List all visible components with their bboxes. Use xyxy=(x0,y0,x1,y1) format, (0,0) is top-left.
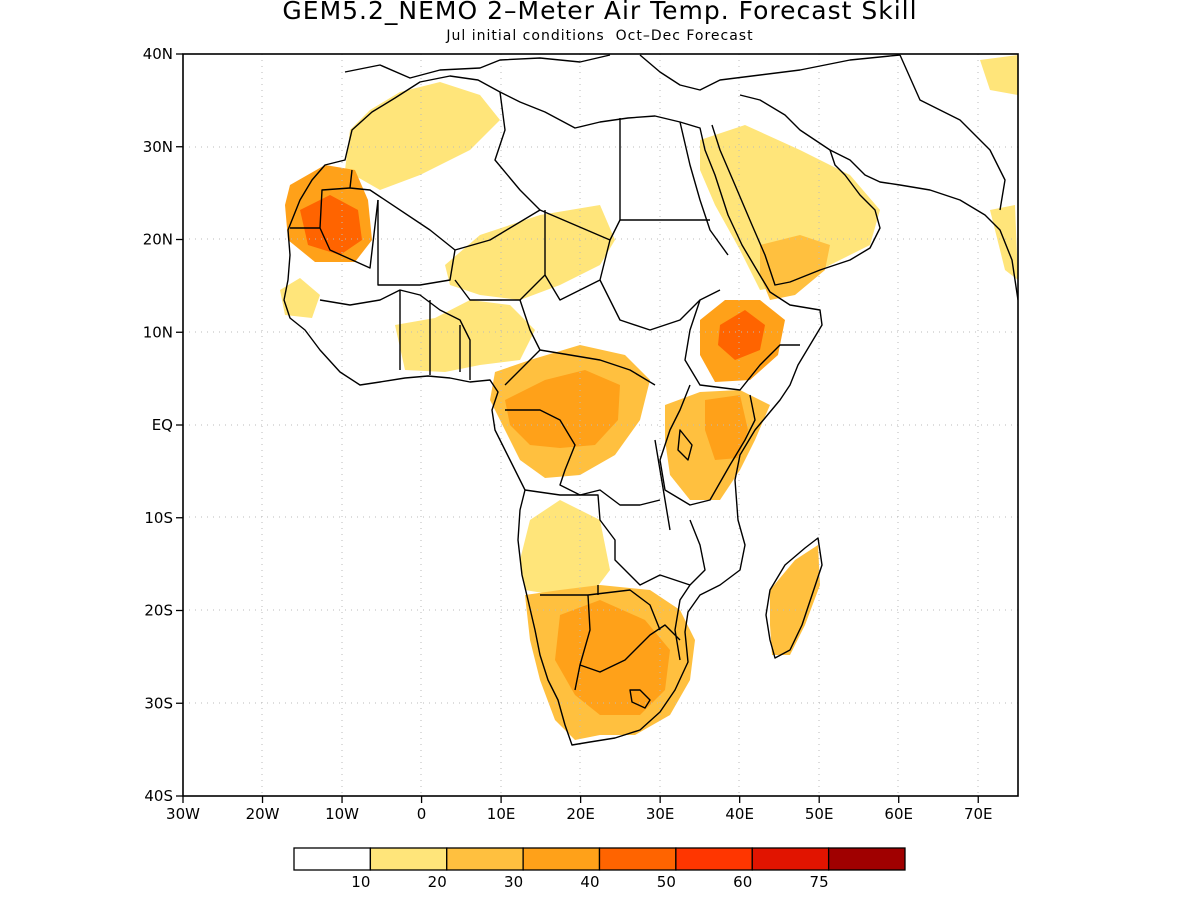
border-west-africa xyxy=(319,289,471,380)
shade-yemen xyxy=(760,235,830,300)
lon-tick-label: 10W xyxy=(325,805,359,823)
shade-ethiopia-core xyxy=(718,310,765,360)
border-nigeria-cameroon xyxy=(504,299,656,386)
border-south-africa xyxy=(579,624,681,709)
colorbar-swatch xyxy=(369,847,448,871)
border-drc xyxy=(505,409,661,506)
border-namibia-botswana xyxy=(540,589,661,691)
colorbar-swatch xyxy=(446,847,524,871)
shade-southern-core xyxy=(555,600,670,715)
lat-tick-label: 30S xyxy=(144,694,173,712)
colorbar-swatch xyxy=(827,847,906,871)
border-ethiopia-somalia xyxy=(684,299,800,391)
colorbar: 10 20 30 40 50 60 75 xyxy=(293,847,906,891)
lat-tick-label: 40N xyxy=(143,45,173,63)
shade-india xyxy=(990,205,1018,280)
africa-coastline xyxy=(283,75,823,746)
map-subtitle: Jul initial conditions Oct–Dec Forecast xyxy=(446,28,754,44)
lon-tick-label: 50E xyxy=(805,805,834,823)
shade-central-core xyxy=(505,370,620,448)
arabia-coastline xyxy=(711,94,881,286)
lon-tick-label: 30W xyxy=(166,805,200,823)
lon-tick-label: 40E xyxy=(725,805,754,823)
longitude-axis: 30W 20W 10W 0 10E 20E 30E 40E 50E 60E 70E xyxy=(166,796,993,823)
gridlines xyxy=(183,54,1018,796)
colorbar-label: 40 xyxy=(580,873,599,891)
shade-nw-africa xyxy=(345,82,500,190)
shade-angola xyxy=(520,500,610,595)
colorbar-swatch xyxy=(751,847,830,871)
latitude-axis: 40N 30N 20N 10N EQ 10S 20S 30S 40S xyxy=(143,45,183,805)
colorbar-swatch xyxy=(675,847,753,871)
europe-coastline xyxy=(344,54,901,91)
lat-tick-label: 40S xyxy=(144,787,173,805)
colorbar-label: 10 xyxy=(351,873,370,891)
lat-tick-label: 20S xyxy=(144,602,173,620)
lon-tick-label: 70E xyxy=(964,805,993,823)
shade-east-core xyxy=(705,395,748,460)
border-lakes xyxy=(654,429,693,531)
madagascar-coastline xyxy=(765,537,823,659)
lon-tick-label: 30E xyxy=(646,805,675,823)
colorbar-swatch xyxy=(522,847,601,871)
colorbar-label: 75 xyxy=(810,873,829,891)
shade-madagascar xyxy=(770,545,820,655)
colorbar-label: 20 xyxy=(428,873,447,891)
border-mozambique xyxy=(674,519,706,661)
map-title: GEM5.2_NEMO 2–Meter Air Temp. Forecast S… xyxy=(282,0,918,25)
lon-tick-label: 20W xyxy=(246,805,280,823)
shade-west-coast xyxy=(280,278,320,318)
lon-tick-label: 0 xyxy=(417,805,427,823)
border-chad-sudan xyxy=(544,239,721,331)
lon-tick-label: 10E xyxy=(487,805,516,823)
iran-india-border xyxy=(899,54,1006,211)
colorbar-label: 50 xyxy=(657,873,676,891)
colorbar-swatch xyxy=(598,847,677,871)
shade-sahel-west xyxy=(445,205,615,300)
colorbar-label: 60 xyxy=(733,873,752,891)
lat-tick-label: 30N xyxy=(143,138,173,156)
coastlines-and-borders xyxy=(283,54,1018,746)
shade-iran xyxy=(980,55,1018,95)
nile-red-sea-border xyxy=(679,121,729,256)
shade-mauritania-core xyxy=(300,195,362,255)
border-kenya-tanzania xyxy=(659,384,756,506)
lat-tick-label: EQ xyxy=(152,416,173,434)
colorbar-swatch xyxy=(293,847,372,871)
lat-tick-label: 20N xyxy=(143,231,173,249)
lon-tick-label: 20E xyxy=(566,805,595,823)
lat-tick-label: 10S xyxy=(144,509,173,527)
lat-tick-label: 10N xyxy=(143,323,173,341)
persian-gulf-coast xyxy=(829,149,1018,301)
border-mauritania xyxy=(290,187,379,269)
colorbar-label: 30 xyxy=(504,873,523,891)
border-algeria xyxy=(494,91,541,211)
lon-tick-label: 60E xyxy=(884,805,913,823)
